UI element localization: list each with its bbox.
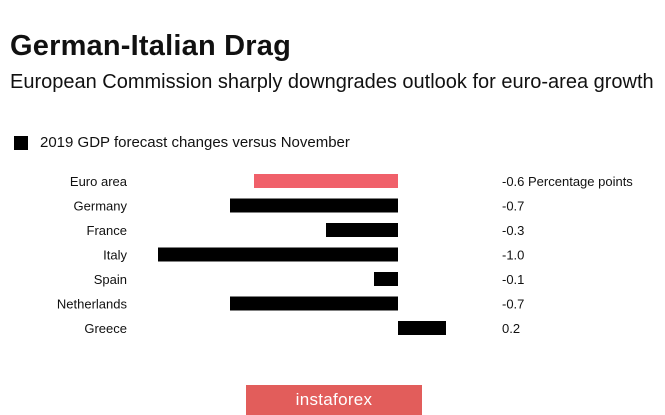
bar: [326, 223, 398, 237]
chart-subtitle: European Commission sharply downgrades o…: [10, 71, 654, 93]
value-label: 0.2: [502, 321, 520, 336]
value-label: -1.0: [502, 248, 524, 263]
category-label: Spain: [94, 272, 127, 287]
category-label: Euro area: [70, 174, 128, 189]
bar: [158, 247, 398, 262]
category-label: Netherlands: [57, 297, 128, 312]
bar: [374, 272, 398, 286]
legend: 2019 GDP forecast changes versus Novembe…: [14, 134, 350, 151]
bar: [230, 296, 398, 311]
value-label: -0.7: [502, 199, 524, 214]
value-label: -0.7: [502, 297, 524, 312]
value-label: -0.1: [502, 272, 524, 287]
category-label: Greece: [84, 321, 127, 336]
bar: [254, 174, 398, 188]
chart-title: German-Italian Drag: [10, 30, 291, 62]
category-label: Germany: [74, 199, 128, 214]
bar: [398, 321, 446, 335]
bar: [230, 198, 398, 213]
watermark-badge: instaforex: [246, 385, 422, 415]
value-label: -0.6 Percentage points: [502, 174, 633, 189]
category-label: France: [87, 223, 127, 238]
legend-swatch: [14, 135, 28, 150]
value-label: -0.3: [502, 223, 524, 238]
category-label: Italy: [103, 248, 127, 263]
bar-chart: Euro area -0.6 Percentage points Germany -0…: [57, 174, 633, 336]
legend-label: 2019 GDP forecast changes versus Novembe…: [40, 134, 350, 151]
